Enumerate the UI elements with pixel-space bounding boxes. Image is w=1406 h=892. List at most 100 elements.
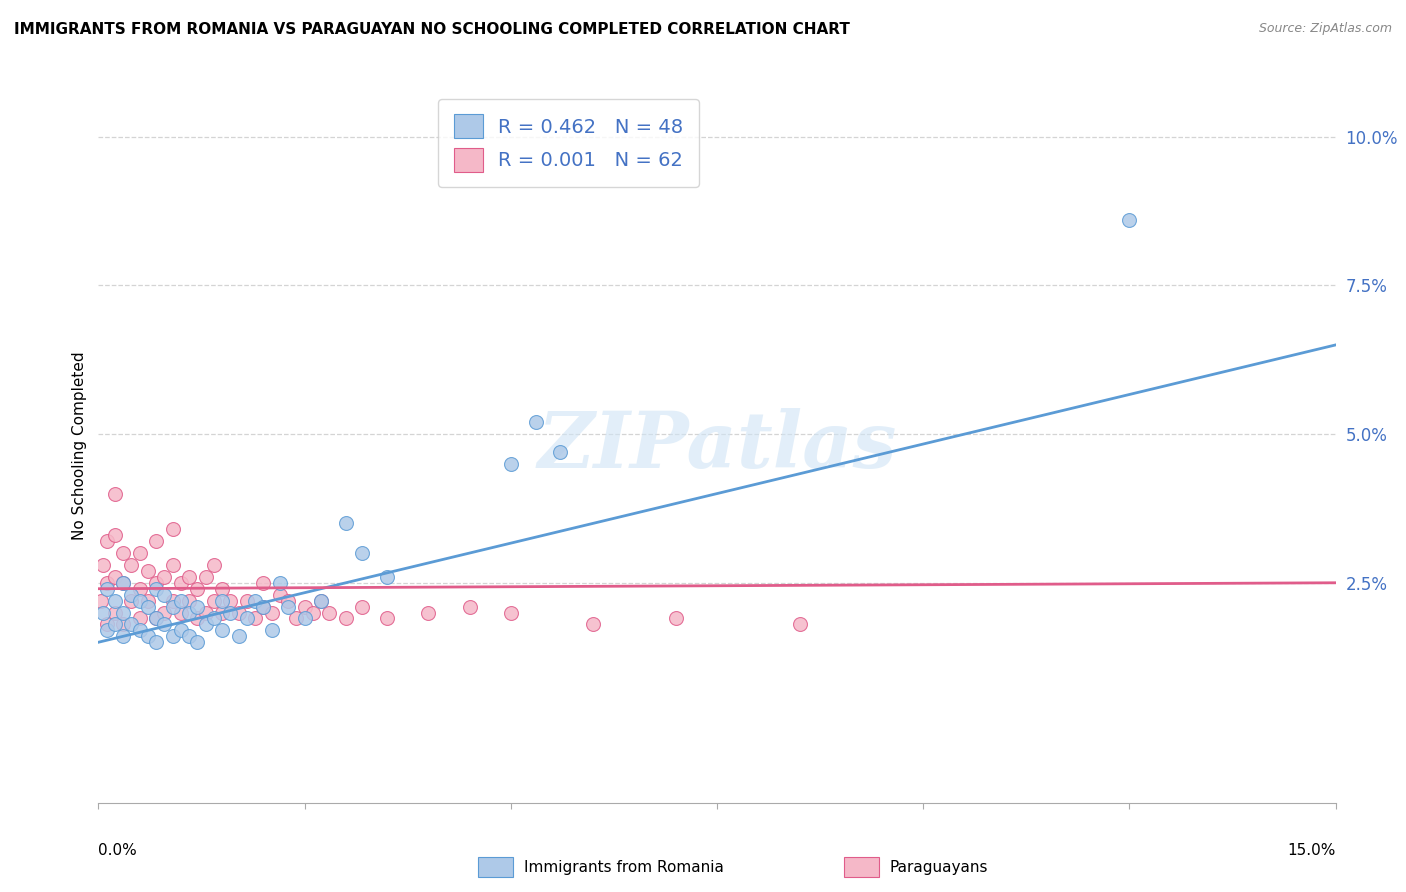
Point	[136, 593, 159, 607]
Point	[194, 617, 217, 632]
Point	[153, 617, 176, 632]
Point	[96, 624, 118, 638]
Point	[309, 593, 332, 607]
Point	[162, 593, 184, 607]
Point	[145, 534, 167, 549]
Point	[202, 558, 225, 572]
Point	[153, 588, 176, 602]
Point	[170, 593, 193, 607]
Point	[211, 606, 233, 620]
Point	[120, 617, 142, 632]
Point	[418, 606, 440, 620]
Point	[318, 606, 340, 620]
Point	[499, 606, 522, 620]
Point	[211, 582, 233, 596]
Point	[179, 629, 201, 643]
Point	[162, 522, 184, 536]
Point	[294, 611, 316, 625]
Point	[112, 617, 135, 632]
Point	[128, 546, 150, 560]
Point	[136, 629, 159, 643]
Point	[252, 599, 274, 614]
Point	[335, 611, 357, 625]
Point	[260, 606, 283, 620]
Point	[375, 570, 398, 584]
Text: Paraguayans: Paraguayans	[890, 861, 988, 875]
Point	[277, 599, 299, 614]
Point	[162, 599, 184, 614]
Point	[186, 582, 208, 596]
Text: 15.0%: 15.0%	[1288, 843, 1336, 858]
Point	[582, 617, 605, 632]
Point	[128, 611, 150, 625]
Point	[162, 629, 184, 643]
Point	[120, 593, 142, 607]
Point	[136, 564, 159, 578]
Point	[252, 599, 274, 614]
Point	[202, 593, 225, 607]
Point	[96, 617, 118, 632]
Point	[294, 599, 316, 614]
Point	[186, 611, 208, 625]
Point	[112, 546, 135, 560]
Point	[202, 611, 225, 625]
Legend: R = 0.462   N = 48, R = 0.001   N = 62: R = 0.462 N = 48, R = 0.001 N = 62	[439, 99, 699, 187]
Point	[458, 599, 481, 614]
Text: Immigrants from Romania: Immigrants from Romania	[524, 861, 724, 875]
Point	[243, 611, 266, 625]
Point	[302, 606, 325, 620]
Point	[104, 570, 127, 584]
Point	[112, 575, 135, 590]
Text: 0.0%: 0.0%	[98, 843, 138, 858]
Point	[219, 606, 242, 620]
Point	[665, 611, 688, 625]
Y-axis label: No Schooling Completed: No Schooling Completed	[72, 351, 87, 541]
Point	[789, 617, 811, 632]
Point	[375, 611, 398, 625]
Text: IMMIGRANTS FROM ROMANIA VS PARAGUAYAN NO SCHOOLING COMPLETED CORRELATION CHART: IMMIGRANTS FROM ROMANIA VS PARAGUAYAN NO…	[14, 22, 851, 37]
Point	[277, 593, 299, 607]
Point	[136, 599, 159, 614]
Point	[236, 593, 259, 607]
Point	[104, 486, 127, 500]
Point	[128, 582, 150, 596]
Point	[120, 588, 142, 602]
Point	[90, 593, 112, 607]
Point	[179, 570, 201, 584]
Point	[252, 575, 274, 590]
Point	[352, 546, 374, 560]
Point	[228, 629, 250, 643]
Point	[170, 575, 193, 590]
Point	[243, 593, 266, 607]
Point	[91, 558, 114, 572]
Point	[236, 611, 259, 625]
Point	[170, 606, 193, 620]
Point	[104, 617, 127, 632]
Point	[145, 575, 167, 590]
Point	[153, 606, 176, 620]
Point	[104, 528, 127, 542]
Point	[104, 593, 127, 607]
Point	[269, 588, 291, 602]
Point	[179, 593, 201, 607]
Point	[170, 624, 193, 638]
Point	[112, 629, 135, 643]
Point	[128, 624, 150, 638]
Point	[309, 593, 332, 607]
Point	[179, 606, 201, 620]
Text: ZIPatlas: ZIPatlas	[537, 408, 897, 484]
Point	[145, 611, 167, 625]
Point	[499, 457, 522, 471]
Point	[211, 624, 233, 638]
Point	[352, 599, 374, 614]
Point	[145, 635, 167, 649]
Point	[228, 606, 250, 620]
Point	[91, 606, 114, 620]
Point	[219, 593, 242, 607]
Point	[145, 582, 167, 596]
Point	[211, 593, 233, 607]
Point	[112, 606, 135, 620]
Point	[194, 570, 217, 584]
Point	[162, 558, 184, 572]
Point	[145, 611, 167, 625]
